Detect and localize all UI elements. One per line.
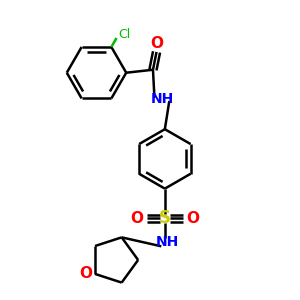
Text: S: S xyxy=(159,209,171,227)
Text: O: O xyxy=(150,36,163,51)
Text: NH: NH xyxy=(150,92,173,106)
Text: O: O xyxy=(131,211,144,226)
Text: Cl: Cl xyxy=(118,28,130,41)
Text: O: O xyxy=(79,266,92,280)
Text: O: O xyxy=(186,211,199,226)
Text: NH: NH xyxy=(156,235,179,249)
